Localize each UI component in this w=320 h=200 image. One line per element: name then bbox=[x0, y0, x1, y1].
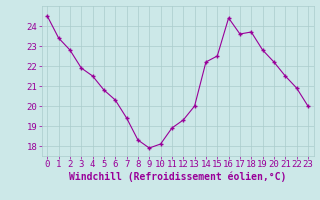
X-axis label: Windchill (Refroidissement éolien,°C): Windchill (Refroidissement éolien,°C) bbox=[69, 172, 286, 182]
